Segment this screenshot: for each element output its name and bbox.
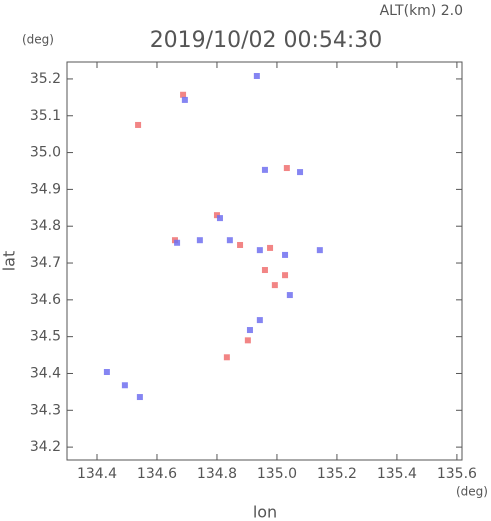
x-tick-label: 135.6 (437, 466, 477, 482)
x-tick-label: 134.6 (137, 466, 177, 482)
radar-echo (282, 251, 289, 258)
y-unit: (deg) (22, 33, 54, 47)
y-label: lat (0, 251, 19, 272)
radar-echo (283, 165, 290, 172)
plot-frame (66, 61, 463, 461)
x-tick-label: 135.0 (257, 466, 297, 482)
radar-echo (174, 239, 181, 246)
radar-echo (226, 237, 233, 244)
radar-echo (136, 394, 143, 401)
radar-echo (282, 272, 289, 279)
radar-echo (267, 244, 274, 251)
radar-echo (297, 169, 304, 176)
y-tick-label: 34.8 (30, 218, 61, 234)
y-tick-label: 35.0 (30, 145, 61, 161)
y-tick-label: 34.7 (30, 255, 61, 271)
chart-title: 2019/10/02 00:54:30 (150, 28, 383, 53)
radar-echo (316, 247, 323, 254)
radar-echo (237, 241, 244, 248)
y-tick-label: 34.4 (30, 365, 61, 381)
radar-echo (196, 237, 203, 244)
radar-echo (216, 215, 223, 222)
radar-echo (256, 317, 263, 324)
x-unit: (deg) (456, 485, 488, 499)
y-tick-label: 35.1 (30, 108, 61, 124)
radar-echo (253, 72, 260, 79)
radar-echo (246, 327, 253, 334)
y-tick-label: 34.9 (30, 181, 61, 197)
radar-echo (261, 267, 268, 274)
x-tick-label: 135.2 (317, 466, 357, 482)
y-tick-label: 34.5 (30, 329, 61, 345)
radar-echo (261, 166, 268, 173)
x-tick-label: 135.4 (377, 466, 417, 482)
header: ALT(km) 2.0 (380, 3, 463, 19)
radar-echo (135, 121, 142, 128)
radar-echo (180, 91, 187, 98)
radar-echo (271, 282, 278, 289)
y-tick-label: 34.3 (30, 402, 61, 418)
radar-echo (286, 292, 293, 299)
radar-echo (121, 382, 128, 389)
x-label: lon (253, 503, 277, 521)
radar-echo (244, 337, 251, 344)
x-tick-label: 134.8 (197, 466, 237, 482)
radar-echo (181, 96, 188, 103)
x-tick-label: 134.4 (77, 466, 117, 482)
radar-echo (223, 354, 230, 361)
radar-echo (103, 369, 110, 376)
radar-echo (256, 247, 263, 254)
y-tick-label: 35.2 (30, 71, 61, 87)
y-tick-label: 34.6 (30, 292, 61, 308)
y-tick-label: 34.2 (30, 439, 61, 455)
